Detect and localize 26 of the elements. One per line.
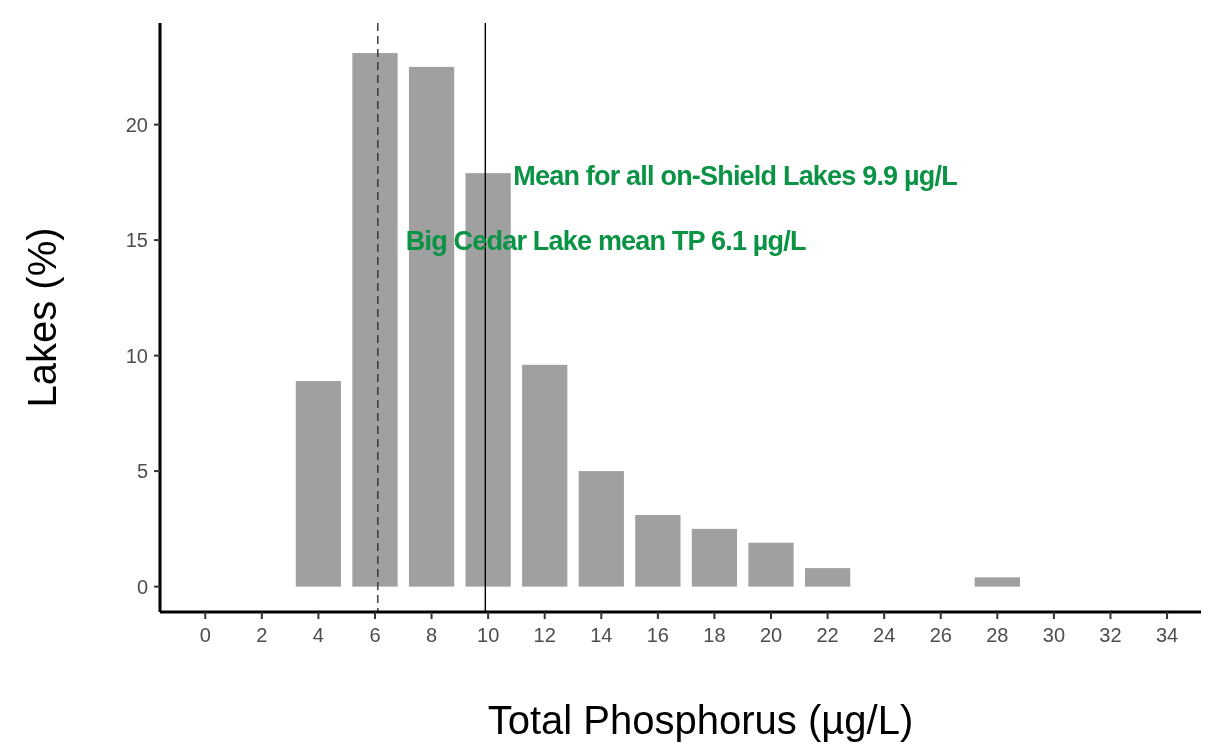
x-tick-label: 34 [1155, 624, 1179, 646]
x-tick-label: 2 [256, 624, 268, 646]
y-tick-label: 0 [136, 575, 148, 598]
x-tick-label: 0 [199, 624, 211, 646]
y-tick-label: 10 [125, 344, 148, 367]
x-tick-label: 20 [759, 624, 783, 646]
x-tick-label: 26 [929, 624, 952, 646]
x-tick-label: 16 [646, 624, 669, 646]
x-tick-label: 24 [873, 624, 896, 646]
x-tick-label: 6 [369, 624, 381, 646]
x-tick-label: 4 [312, 624, 324, 646]
x-tick-label: 14 [590, 624, 613, 646]
y-tick-label: 15 [125, 229, 148, 252]
x-tick-label: 22 [816, 624, 839, 646]
y-tick-label: 5 [136, 460, 148, 483]
x-tick-label: 30 [1042, 624, 1066, 646]
x-tick-label: 28 [986, 624, 1009, 646]
x-tick-label: 8 [426, 624, 438, 646]
y-tick-label: 20 [125, 113, 148, 136]
x-tick-label: 10 [477, 624, 500, 646]
x-tick-label: 18 [703, 624, 726, 646]
ref-line-label: Mean for all on-Shield Lakes 9.9 µg/L [513, 160, 958, 191]
x-axis-title: Total Phosphorus (µg/L) [487, 698, 914, 742]
x-tick-label: 32 [1099, 624, 1122, 646]
x-tick-label: 12 [533, 624, 556, 646]
y-axis-title: Lakes (%) [20, 227, 64, 408]
